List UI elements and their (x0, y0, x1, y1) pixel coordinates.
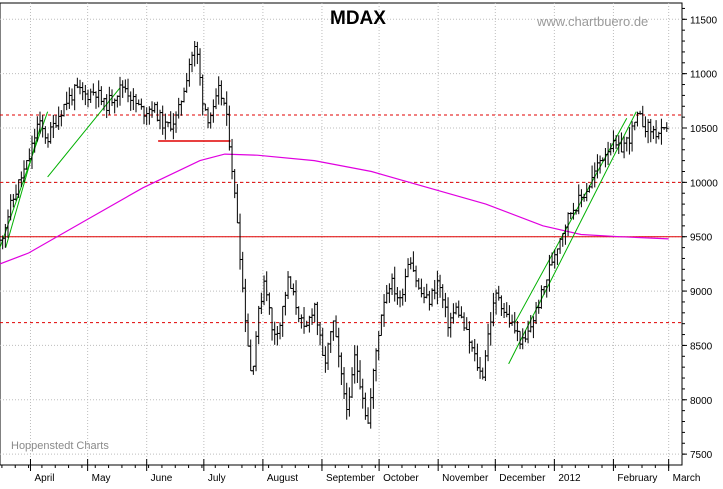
y-tick-label: 9000 (690, 287, 713, 298)
x-tick-label: April (34, 473, 54, 484)
x-tick-label: September (326, 473, 376, 484)
y-tick-label: 8000 (690, 396, 713, 407)
x-tick-label: February (617, 473, 657, 484)
x-tick-label: August (267, 473, 298, 484)
y-tick-label: 11000 (690, 70, 718, 81)
x-tick-label: June (151, 473, 173, 484)
y-tick-label: 10000 (690, 178, 718, 189)
y-tick-label: 11500 (690, 15, 718, 26)
x-tick-label: May (92, 473, 111, 484)
trendline (508, 111, 637, 365)
chart-title: MDAX (330, 8, 386, 29)
y-tick-label: 9500 (690, 233, 713, 244)
moving-average-line (0, 153, 669, 265)
plot-frame (0, 2, 683, 466)
x-tick-label: 2012 (558, 473, 581, 484)
x-tick-label: October (383, 473, 419, 484)
x-tick-label: July (208, 473, 226, 484)
credit-label: Hoppenstedt Charts (11, 440, 109, 452)
x-tick-label: March (673, 473, 701, 484)
x-tick-label: December (499, 473, 546, 484)
x-tick-label: November (442, 473, 489, 484)
y-tick-label: 7500 (690, 450, 713, 461)
y-tick-label: 8500 (690, 341, 713, 352)
y-tick-label: 10500 (690, 124, 718, 135)
watermark: www.chartbuero.de (537, 14, 649, 29)
trendline (47, 87, 121, 178)
